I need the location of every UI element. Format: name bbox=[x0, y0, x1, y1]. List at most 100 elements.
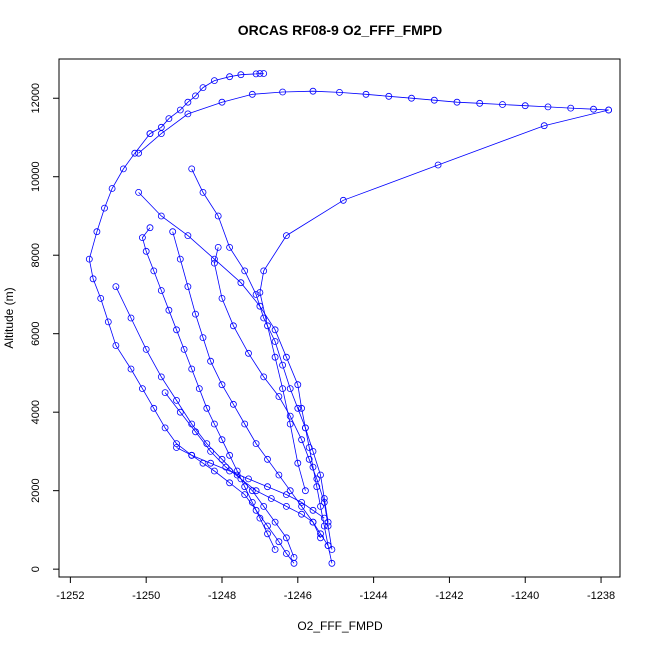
series-5 bbox=[135, 87, 612, 157]
data-point bbox=[264, 455, 271, 463]
series-line bbox=[88, 133, 295, 564]
data-point bbox=[430, 96, 438, 104]
data-point bbox=[214, 243, 222, 251]
data-point bbox=[142, 345, 150, 353]
data-point bbox=[173, 396, 180, 404]
data-point bbox=[336, 89, 343, 96]
series-line bbox=[259, 109, 609, 491]
data-point bbox=[286, 412, 294, 420]
series-line bbox=[149, 73, 264, 134]
data-point bbox=[324, 522, 332, 530]
data-point bbox=[210, 420, 218, 428]
data-point bbox=[245, 475, 252, 483]
data-point bbox=[192, 92, 199, 100]
data-point bbox=[317, 471, 324, 479]
data-point bbox=[157, 130, 165, 138]
data-point bbox=[309, 518, 317, 526]
x-tick-label: -1238 bbox=[587, 590, 615, 602]
data-point bbox=[328, 559, 336, 567]
series-line bbox=[176, 447, 325, 519]
data-point bbox=[260, 267, 268, 275]
data-point bbox=[260, 373, 268, 381]
series-1 bbox=[146, 70, 268, 138]
data-point bbox=[226, 451, 234, 459]
data-point bbox=[298, 498, 306, 506]
data-point bbox=[298, 502, 306, 510]
x-tick-label: -1248 bbox=[208, 590, 236, 602]
data-point bbox=[176, 106, 184, 114]
data-point bbox=[248, 498, 256, 506]
series-line bbox=[115, 286, 295, 558]
data-point bbox=[218, 436, 226, 444]
data-point bbox=[313, 483, 321, 491]
data-point bbox=[275, 393, 283, 400]
data-point bbox=[301, 424, 309, 432]
series-11 bbox=[161, 389, 332, 549]
data-point bbox=[150, 267, 158, 275]
data-point bbox=[282, 502, 290, 510]
data-point bbox=[173, 444, 180, 451]
data-point bbox=[138, 385, 146, 393]
data-point bbox=[309, 87, 317, 95]
data-point bbox=[127, 365, 135, 373]
data-point bbox=[275, 471, 283, 479]
data-point bbox=[180, 345, 188, 353]
data-point bbox=[199, 84, 207, 91]
series-10 bbox=[112, 283, 298, 561]
data-point bbox=[184, 98, 192, 106]
data-point bbox=[362, 90, 370, 98]
data-point bbox=[282, 353, 290, 361]
data-point bbox=[252, 487, 260, 495]
x-tick-label: -1240 bbox=[511, 590, 539, 602]
data-point bbox=[271, 326, 279, 334]
data-point bbox=[271, 353, 279, 361]
data-point bbox=[540, 122, 548, 130]
data-point bbox=[305, 444, 313, 451]
data-point bbox=[229, 322, 237, 330]
x-tick-label: -1242 bbox=[435, 590, 463, 602]
data-point bbox=[476, 99, 484, 107]
data-point bbox=[260, 314, 268, 322]
data-point bbox=[590, 105, 597, 113]
data-point bbox=[161, 389, 169, 397]
data-point bbox=[260, 502, 268, 510]
data-point bbox=[237, 279, 245, 287]
data-point bbox=[256, 514, 264, 522]
data-point bbox=[260, 70, 268, 77]
data-point bbox=[176, 408, 184, 416]
data-point bbox=[226, 73, 234, 81]
data-point bbox=[176, 255, 184, 263]
data-point bbox=[226, 479, 234, 487]
data-point bbox=[226, 243, 234, 251]
data-point bbox=[264, 483, 271, 491]
x-tick-label: -1252 bbox=[56, 590, 84, 602]
data-point bbox=[241, 267, 249, 275]
y-tick-label: 2000 bbox=[30, 478, 42, 502]
y-axis: 0 2000 4000 6000 8000 10000 12000 bbox=[30, 83, 59, 572]
data-point bbox=[248, 90, 256, 98]
data-point bbox=[305, 455, 313, 463]
data-point bbox=[279, 361, 287, 369]
data-point bbox=[218, 294, 226, 302]
data-point bbox=[210, 467, 218, 475]
data-point bbox=[282, 550, 290, 557]
data-point bbox=[218, 381, 226, 389]
data-point bbox=[112, 283, 120, 291]
data-point bbox=[264, 522, 271, 530]
data-point bbox=[286, 487, 294, 495]
data-point bbox=[146, 224, 154, 232]
series-line bbox=[138, 90, 609, 154]
data-point bbox=[271, 338, 279, 345]
y-axis-label: Altitude (m) bbox=[2, 287, 16, 348]
y-tick-label: 0 bbox=[30, 566, 42, 572]
y-tick-label: 10000 bbox=[30, 161, 42, 192]
data-point bbox=[339, 196, 347, 204]
data-point bbox=[169, 228, 177, 236]
series-7 bbox=[138, 224, 279, 553]
data-point bbox=[218, 98, 226, 106]
data-point bbox=[294, 381, 302, 389]
data-point bbox=[226, 467, 234, 475]
data-point bbox=[298, 404, 306, 412]
data-point bbox=[256, 289, 264, 296]
